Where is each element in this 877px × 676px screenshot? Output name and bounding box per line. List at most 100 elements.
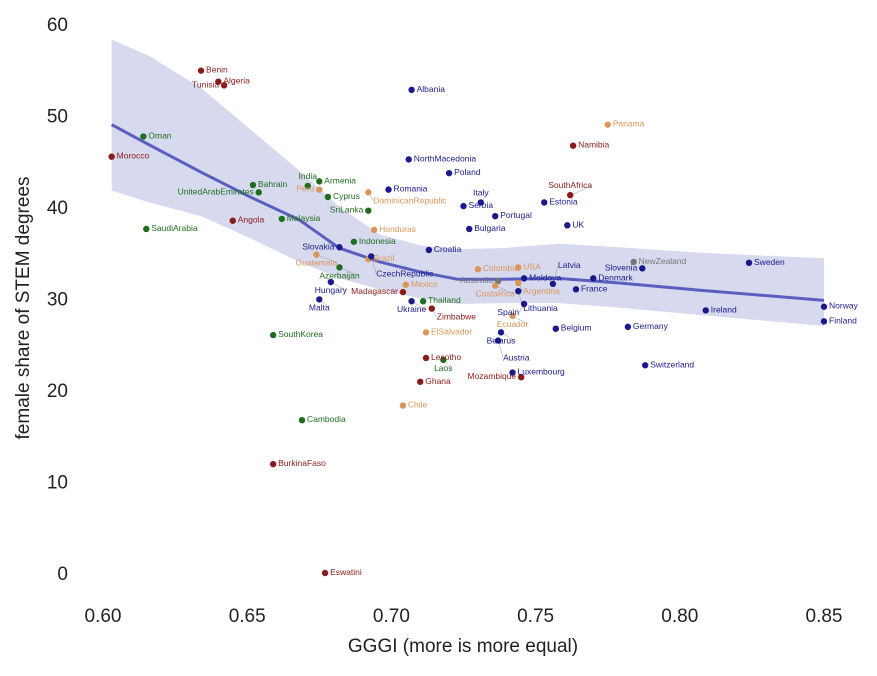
data-point <box>624 323 632 331</box>
data-point <box>549 280 557 288</box>
data-point <box>509 369 516 376</box>
point-label: NorthMacedonia <box>414 153 477 163</box>
point-label: Lithuania <box>523 303 558 313</box>
data-point <box>405 156 412 163</box>
data-point <box>316 296 323 303</box>
point-label: Indonesia <box>359 236 396 246</box>
point-label: Bulgaria <box>474 223 505 233</box>
x-tick-label: 0.75 <box>517 606 554 627</box>
point-label: SouthKorea <box>278 329 323 339</box>
data-point <box>494 277 502 285</box>
point-label: Moldova <box>529 272 561 282</box>
data-point <box>408 86 415 94</box>
point-label: Madagascar <box>351 286 398 296</box>
point-label: Brazil <box>373 253 394 263</box>
data-point <box>336 264 343 271</box>
point-label: Portugal <box>500 210 532 220</box>
point-label: Ecuador <box>497 319 529 329</box>
data-point <box>417 378 424 385</box>
point-label: Austria <box>503 353 530 363</box>
point-label: India <box>299 171 318 181</box>
data-point <box>255 189 262 196</box>
data-point <box>336 244 343 251</box>
point-label: Bahrain <box>258 179 288 189</box>
data-point <box>229 217 236 224</box>
point-label: SouthAfrica <box>548 180 592 190</box>
data-point <box>365 207 372 214</box>
point-label: Finland <box>829 315 857 325</box>
x-tick-label: 0.70 <box>373 606 410 627</box>
data-point <box>541 199 548 206</box>
point-label: Honduras <box>379 224 416 234</box>
point-label: CzechRepublic <box>376 268 434 278</box>
x-tick-label: 0.80 <box>661 606 698 627</box>
data-point <box>474 266 482 273</box>
data-point <box>572 286 580 293</box>
data-point <box>365 189 372 196</box>
point-label: Mexico <box>411 279 438 289</box>
data-point <box>249 181 257 189</box>
x-axis-label: GGGI (more is more equal) <box>348 636 578 657</box>
point-label: Zimbabwe <box>437 312 476 322</box>
data-point <box>820 318 828 325</box>
data-point <box>368 253 375 260</box>
data-point <box>520 300 528 308</box>
data-point <box>567 191 574 199</box>
data-point <box>324 193 332 201</box>
trend-line <box>110 123 825 302</box>
point-label: Serbia <box>469 200 494 210</box>
point-label: Belgium <box>561 323 592 333</box>
point-label: Ireland <box>711 304 737 314</box>
data-point <box>419 298 427 305</box>
point-label: ElSalvador <box>431 326 472 336</box>
point-label: SriLanka <box>330 205 364 215</box>
data-point <box>399 402 407 409</box>
data-point <box>402 281 410 288</box>
data-point <box>399 288 407 296</box>
label-leader-line <box>570 185 593 196</box>
label-leader-line <box>339 267 360 277</box>
data-point <box>639 265 646 272</box>
data-point <box>492 282 499 289</box>
data-point <box>440 356 447 364</box>
data-point <box>520 275 528 282</box>
y-tick-label: 60 <box>47 15 68 36</box>
data-point <box>422 329 430 336</box>
data-point <box>140 133 147 140</box>
point-label: DominicanRepublic <box>373 195 447 205</box>
data-point <box>385 186 392 193</box>
data-point <box>477 199 485 206</box>
data-point <box>298 416 306 424</box>
data-point <box>428 305 435 312</box>
data-point <box>641 362 649 369</box>
point-label: Peru <box>296 184 314 194</box>
point-label: Ukraine <box>397 304 427 314</box>
data-point <box>820 303 828 310</box>
data-point <box>143 225 150 233</box>
data-point <box>108 153 115 160</box>
point-label: Switzerland <box>650 359 694 369</box>
y-axis-label: female share of STEM degrees <box>13 177 34 440</box>
confidence-band <box>111 39 825 326</box>
data-point <box>215 78 222 85</box>
y-tick-label: 50 <box>47 107 68 128</box>
point-label: Algeria <box>223 76 250 86</box>
point-label: BurkinaFaso <box>278 458 326 468</box>
y-tick-label: 10 <box>47 473 68 494</box>
point-label: Namibia <box>578 140 609 150</box>
data-point <box>564 222 571 229</box>
data-point <box>497 329 505 336</box>
data-point <box>517 373 525 381</box>
data-point <box>492 212 499 220</box>
point-label: Guatemala <box>296 258 338 268</box>
point-label: Malaysia <box>287 213 321 223</box>
point-label: Italy <box>473 187 489 197</box>
data-point <box>515 287 522 295</box>
point-label: Chile <box>408 400 428 410</box>
y-tick-label: 20 <box>47 381 68 402</box>
point-label: Cambodia <box>307 414 346 424</box>
point-label: Eswatini <box>330 567 362 577</box>
data-point <box>370 226 378 234</box>
data-point <box>278 215 286 223</box>
data-point <box>313 251 320 258</box>
